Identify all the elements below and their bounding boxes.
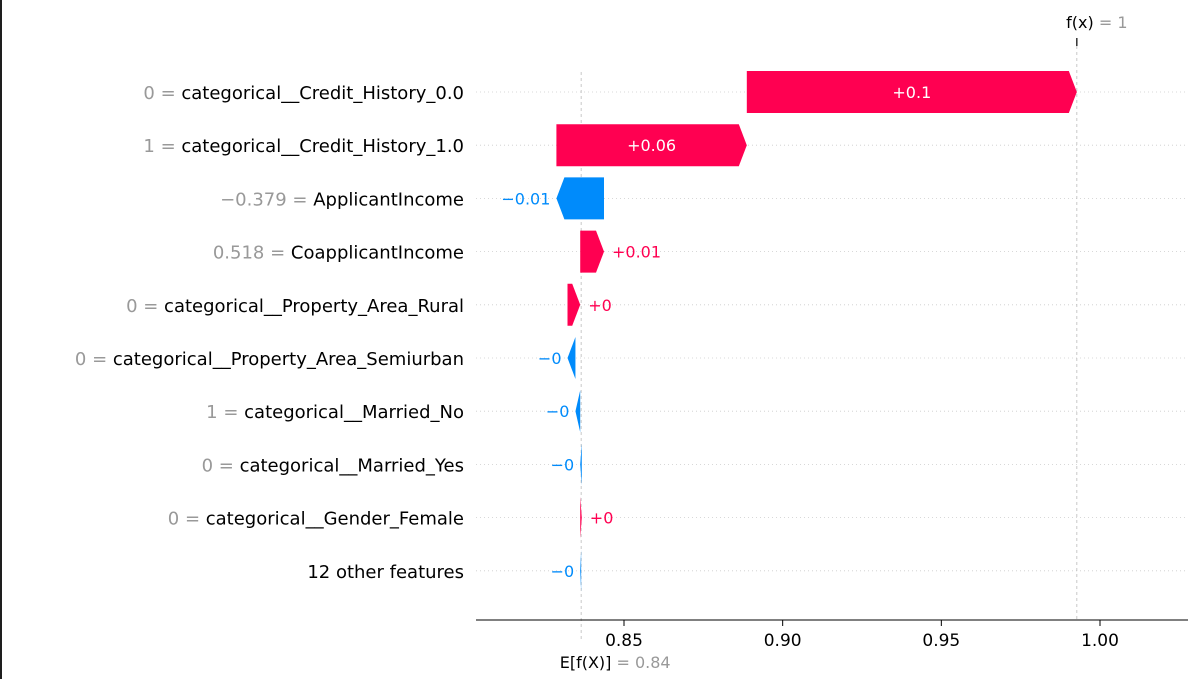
negative-shap-bar — [580, 549, 582, 592]
feature-value: −0.379 = — [220, 189, 313, 210]
shap-value-label: −0 — [551, 455, 575, 474]
feature-value: 0 = — [143, 83, 181, 104]
fx-label: f(x) = 1 — [1066, 13, 1127, 32]
feature-label: 0 = categorical__Married_Yes — [202, 455, 464, 476]
shap-value-label: −0 — [551, 562, 575, 581]
feature-value: 0 = — [168, 509, 206, 530]
base-label-value: = 0.84 — [611, 653, 670, 672]
positive-shap-bar — [567, 283, 581, 326]
shap-value-label: +0.1 — [892, 83, 931, 102]
feature-value: 0 = — [126, 296, 164, 317]
x-tick-label: 0.95 — [922, 631, 960, 651]
feature-label: 1 = categorical__Married_No — [206, 402, 464, 423]
positive-shap-bar — [580, 230, 605, 273]
feature-label: −0.379 = ApplicantIncome — [220, 189, 464, 210]
feature-name: categorical__Married_Yes — [240, 455, 464, 476]
feature-name: categorical__Married_No — [244, 402, 464, 423]
shap-value-label: −0 — [546, 402, 570, 421]
feature-name: categorical__Credit_History_0.0 — [181, 83, 464, 104]
feature-name: CoapplicantIncome — [291, 243, 464, 264]
feature-name: categorical__Property_Area_Rural — [164, 296, 464, 317]
shap-value-label: +0.06 — [627, 136, 676, 155]
fx-label-value: = 1 — [1094, 13, 1128, 32]
feature-label: 0 = categorical__Credit_History_0.0 — [143, 83, 464, 104]
base-value-label: E[f(X)] = 0.84 — [560, 653, 671, 672]
feature-label: 1 = categorical__Credit_History_1.0 — [143, 136, 464, 157]
negative-shap-bar — [575, 390, 581, 433]
positive-shap-bar — [556, 124, 747, 167]
feature-label: 0 = categorical__Property_Area_Semiurban — [75, 349, 464, 370]
negative-shap-bar — [556, 177, 605, 220]
x-tick-label: 1.00 — [1081, 631, 1119, 651]
feature-name: categorical__Gender_Female — [206, 509, 464, 530]
shap-value-label: +0.01 — [612, 243, 661, 262]
feature-label: 0 = categorical__Property_Area_Rural — [126, 296, 464, 317]
feature-name: ApplicantIncome — [313, 189, 464, 210]
positive-shap-bar — [580, 496, 582, 539]
feature-name: categorical__Property_Area_Semiurban — [113, 349, 464, 370]
x-tick-label: 0.85 — [605, 631, 643, 651]
negative-shap-bar — [580, 443, 582, 486]
feature-value: 1 = — [143, 136, 181, 157]
feature-value: 0.518 = — [213, 243, 291, 264]
feature-name: 12 other features — [307, 562, 464, 583]
feature-value: 1 = — [206, 402, 244, 423]
positive-shap-bar — [746, 71, 1077, 113]
feature-label: 0.518 = CoapplicantIncome — [213, 243, 464, 264]
feature-value: 0 = — [75, 349, 113, 370]
fx-label-name: f(x) — [1066, 13, 1094, 32]
feature-label: 0 = categorical__Gender_Female — [168, 509, 464, 530]
shap-value-label: +0 — [588, 296, 612, 315]
shap-value-label: −0.01 — [501, 189, 550, 208]
feature-value: 0 = — [202, 455, 240, 476]
base-label-name: E[f(X)] — [560, 653, 612, 672]
feature-label: 12 other features — [307, 562, 464, 583]
negative-shap-bar — [567, 337, 576, 379]
shap-value-label: −0 — [538, 349, 562, 368]
x-tick-label: 0.90 — [764, 631, 802, 651]
shap-value-label: +0 — [590, 509, 614, 528]
feature-name: categorical__Credit_History_1.0 — [181, 136, 464, 157]
